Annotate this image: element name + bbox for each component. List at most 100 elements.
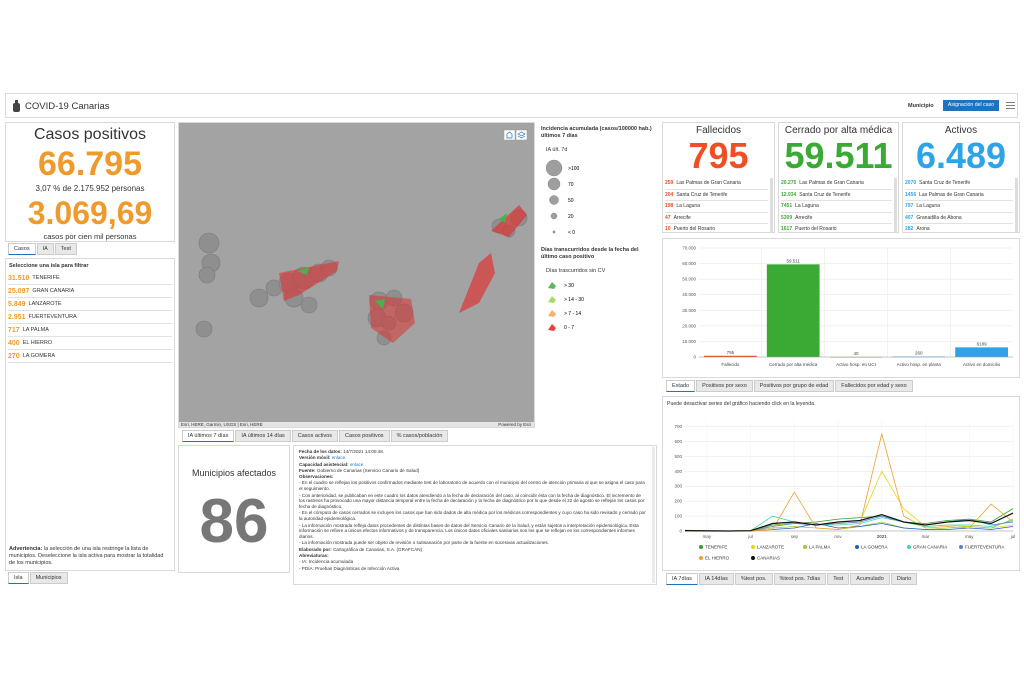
- tab[interactable]: Diario: [890, 573, 918, 585]
- tab[interactable]: Municipios: [29, 572, 68, 584]
- kpi-row[interactable]: 2070 Santa Cruz de Tenerife: [905, 178, 1013, 190]
- scrollbar[interactable]: [1015, 178, 1018, 232]
- island-row[interactable]: 270 LA GOMERA: [8, 350, 172, 363]
- kpi-row[interactable]: 198 La Laguna: [665, 201, 768, 213]
- tab[interactable]: IA: [36, 243, 54, 255]
- kpi-value: 59.511: [784, 135, 893, 176]
- tab[interactable]: Positivos por sexo: [696, 380, 753, 392]
- y-tick-label: 20.000: [682, 323, 696, 328]
- island-row[interactable]: 400 EL HIERRO: [8, 337, 172, 350]
- scrollbar[interactable]: [652, 447, 655, 583]
- info-text: - IA: Incidencia acumulada: [299, 559, 354, 565]
- island-row[interactable]: 5.849 LANZAROTE: [8, 298, 172, 311]
- legend-label: EL HIERRO: [705, 556, 730, 561]
- tab[interactable]: Positivos por grupo de edad: [753, 380, 835, 392]
- tab[interactable]: Isla: [8, 572, 29, 584]
- info-line: - La información mostrada refleja datos …: [299, 523, 646, 540]
- y-tick-label: 200: [674, 499, 682, 504]
- island-row[interactable]: 2.951 FUERTEVENTURA: [8, 311, 172, 324]
- header: COVID-19 Canarias Municipio Asignación d…: [5, 93, 1018, 118]
- kpi-row-value: 282: [905, 226, 914, 233]
- kpi-row[interactable]: 282 Arona: [905, 224, 1013, 233]
- kpi-row[interactable]: 47 Arrecife: [665, 213, 768, 224]
- kpi-row-name: Las Palmas de Gran Canaria: [919, 191, 984, 198]
- x-tick-label: nov: [834, 534, 842, 539]
- kpi-row-name: Granadilla de Abona: [916, 214, 962, 221]
- kpi-row-name: Las Palmas de Gran Canaria: [676, 180, 741, 187]
- legend-circle: [549, 195, 559, 205]
- kpi-row[interactable]: 407 Granadilla de Abona: [905, 213, 1013, 224]
- tab[interactable]: %test pos.: [734, 573, 773, 585]
- cases-tabs: Casos IA Test: [8, 243, 77, 255]
- info-line: - La información mostrada puede ser obje…: [299, 540, 646, 546]
- kpi-row[interactable]: 20.275 Las Palmas de Gran Canaria: [781, 178, 892, 190]
- data-label: 59.511: [786, 258, 800, 263]
- info-line: Abreviaturas:: [299, 553, 646, 559]
- island-list-title: Seleccione una isla para filtrar: [9, 263, 89, 269]
- y-tick-label: 600: [674, 439, 682, 444]
- tab[interactable]: IA últimos 7 días: [182, 430, 235, 442]
- legend-circle: [552, 230, 556, 234]
- kpi-row[interactable]: 1456 Las Palmas de Gran Canaria: [905, 190, 1013, 201]
- tab[interactable]: Acumulado: [850, 573, 890, 585]
- menu-icon[interactable]: [1006, 101, 1015, 110]
- kpi-row[interactable]: 204 Santa Cruz de Tenerife: [665, 190, 768, 201]
- legend-item[interactable]: EL HIERRO: [699, 556, 730, 561]
- tab[interactable]: IA últimos 14 días: [235, 430, 291, 442]
- x-tick-label: Activo hosp. en UCI: [836, 362, 876, 367]
- legend-item[interactable]: GRAN CANARIA: [907, 545, 947, 550]
- tab[interactable]: Casos activos: [291, 430, 339, 442]
- kpi-row[interactable]: 12.934 Santa Cruz de Tenerife: [781, 190, 892, 201]
- tab[interactable]: Test: [54, 243, 77, 255]
- tab[interactable]: Test: [827, 573, 850, 585]
- scrollbar[interactable]: [770, 178, 773, 232]
- info-text: - Con anterioridad, se publicaban en est…: [299, 492, 645, 510]
- legend-item[interactable]: LA PALMA: [803, 545, 830, 550]
- tab[interactable]: Fallecidos por edad y sexo: [835, 380, 913, 392]
- line-chart: Puede desactivar series del gráfico haci…: [667, 401, 1015, 561]
- kpi-row[interactable]: 5309 Arrecife: [781, 213, 892, 224]
- map[interactable]: Esri, HERE, Garmin, USGS | Esri, HERE Po…: [178, 122, 535, 428]
- map-powered: Powered by Esri: [498, 422, 531, 427]
- legend1-sub: IA últ. 7d: [546, 147, 568, 153]
- line-chart-panel: Puede desactivar series del gráfico haci…: [662, 396, 1020, 571]
- y-tick-label: 70.000: [682, 246, 696, 251]
- tab[interactable]: Casos positivos: [339, 430, 390, 442]
- warning: Advertencia: la selección de una isla re…: [9, 546, 169, 567]
- assign-button[interactable]: Asignación del caso: [943, 100, 999, 111]
- kpi-row[interactable]: 10 Puerto del Rosario: [665, 224, 768, 232]
- tab[interactable]: % casos/población: [390, 430, 449, 442]
- cases-pct: 3,07 % de 2.175.952 personas: [35, 184, 145, 193]
- island-row[interactable]: 31.510 TENERIFE: [8, 272, 172, 285]
- tab[interactable]: IA 14días: [698, 573, 734, 585]
- island-row[interactable]: 25.097 GRAN CANARIA: [8, 285, 172, 298]
- legend-item[interactable]: FUERTEVENTURA: [959, 545, 1004, 550]
- bar: [766, 264, 820, 357]
- cases-rate: 3.069,69: [27, 195, 153, 231]
- tab[interactable]: IA 7días: [666, 573, 698, 585]
- x-tick-label: Activo hosp. en planta: [897, 362, 942, 367]
- legend-item[interactable]: CANARIAS: [751, 556, 780, 561]
- kpi-row[interactable]: 7451 La Laguna: [781, 201, 892, 213]
- kpi-row[interactable]: 259 Las Palmas de Gran Canaria: [665, 178, 768, 190]
- tab[interactable]: Casos: [8, 243, 36, 255]
- island-row[interactable]: 717 LA PALMA: [8, 324, 172, 337]
- tab[interactable]: Estado: [666, 380, 696, 392]
- kpi-panel: Activos 6.489 2070 Santa Cruz de Tenerife 14…: [902, 122, 1020, 233]
- kpi-row[interactable]: 797 La Laguna: [905, 201, 1013, 213]
- legend-item[interactable]: LANZAROTE: [751, 545, 784, 550]
- island-count: 5.849: [8, 300, 26, 308]
- legend-item[interactable]: TENERIFE: [699, 545, 727, 550]
- kpi-row[interactable]: 1617 Puerto del Rosario: [781, 224, 892, 232]
- info-text: enlace.: [349, 461, 365, 467]
- legend-label: CANARIAS: [757, 556, 780, 561]
- y-tick-label: 700: [674, 424, 682, 429]
- kpi-row-name: La Laguna: [916, 203, 940, 210]
- kpi-row-value: 5309: [781, 214, 793, 221]
- y-tick-label: 0: [693, 355, 696, 360]
- tab[interactable]: %test pos. 7días: [773, 573, 827, 585]
- legend-item[interactable]: LA GOMERA: [855, 545, 888, 550]
- municipalities-panel: Municipios afectados 86: [178, 445, 290, 573]
- info-label: Elaborado por:: [299, 546, 332, 552]
- scrollbar[interactable]: [894, 178, 897, 232]
